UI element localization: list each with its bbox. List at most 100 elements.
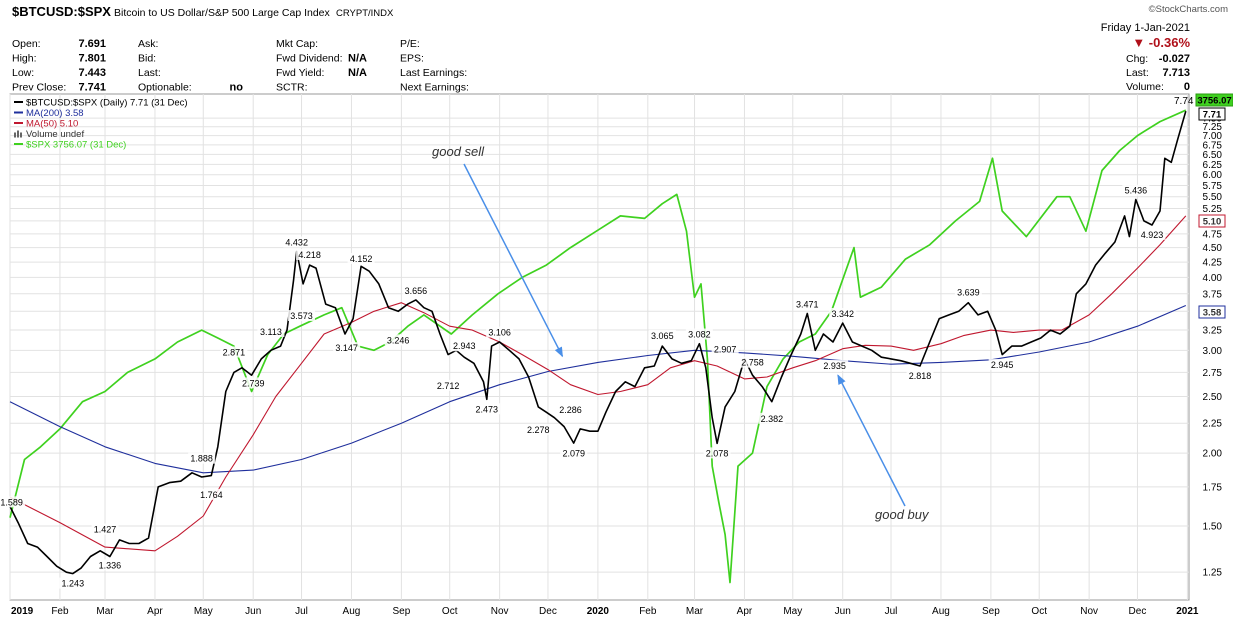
data-label: 3.471 bbox=[796, 299, 819, 309]
chg-value: -0.027 bbox=[1159, 53, 1190, 65]
x-tick-label: Jun bbox=[835, 606, 851, 617]
data-label: 3.065 bbox=[651, 331, 674, 341]
data-label: 4.152 bbox=[350, 254, 373, 264]
y-tick-label: 3.25 bbox=[1203, 326, 1223, 337]
data-label-bg bbox=[188, 452, 216, 464]
x-tick-label: Jul bbox=[295, 606, 308, 617]
data-label-bg bbox=[347, 252, 375, 264]
ma50-line bbox=[9, 215, 1187, 552]
data-label: 2.945 bbox=[991, 360, 1014, 370]
badge-value: 3756.07 bbox=[1197, 96, 1231, 107]
data-label: 2.712 bbox=[437, 381, 460, 391]
info-label: P/E: bbox=[400, 38, 420, 50]
legend-entry: MA(50) 5.10 bbox=[26, 119, 78, 130]
data-label: 3.573 bbox=[290, 311, 313, 321]
data-label: 2.278 bbox=[527, 425, 550, 435]
data-label: 3.113 bbox=[260, 327, 282, 337]
badge-value: 5.10 bbox=[1203, 217, 1222, 228]
quote-info-table: Open: 7.691 High: 7.801 Low: 7.443 Prev Close:… bbox=[12, 38, 469, 94]
data-label: 2.739 bbox=[242, 378, 265, 388]
legend-bars-icon bbox=[17, 130, 19, 138]
data-label-bg bbox=[0, 496, 26, 508]
series bbox=[9, 109, 1187, 584]
pct-change: ▼ -0.36% bbox=[1132, 35, 1190, 50]
data-label-bg bbox=[239, 377, 267, 389]
y-tick-label: 7.00 bbox=[1203, 131, 1223, 142]
x-tick-label: May bbox=[194, 606, 213, 617]
x-tick-label: Jul bbox=[885, 606, 898, 617]
data-label: 4.923 bbox=[1141, 230, 1164, 240]
data-label: 1.336 bbox=[99, 560, 122, 570]
x-tick-label: 2021 bbox=[1176, 606, 1199, 617]
y-tick-label: 2.75 bbox=[1203, 368, 1223, 379]
axes: 1.251.501.752.002.252.502.753.003.253.50… bbox=[11, 114, 1222, 617]
x-tick-label: Mar bbox=[686, 606, 704, 617]
info-label: EPS: bbox=[400, 53, 424, 65]
data-label: 2.871 bbox=[223, 347, 246, 357]
y-tick-label: 1.75 bbox=[1203, 482, 1223, 493]
plot-frame bbox=[9, 93, 1190, 601]
x-tick-label: Apr bbox=[737, 606, 753, 617]
info-value: N/A bbox=[348, 53, 367, 65]
info-label: Next Earnings: bbox=[400, 82, 469, 94]
y-tick-label: 7.25 bbox=[1203, 122, 1223, 133]
data-label: 1.888 bbox=[190, 454, 213, 464]
info-value: 7.443 bbox=[78, 67, 106, 79]
annotation-arrow bbox=[837, 374, 906, 507]
data-label: 1.764 bbox=[200, 490, 223, 500]
legend-entry: MA(200) 3.58 bbox=[26, 108, 84, 119]
info-value: 7.691 bbox=[78, 38, 106, 50]
x-tick-label: Sep bbox=[982, 606, 1000, 617]
info-label: Mkt Cap: bbox=[276, 38, 318, 50]
data-label-bg bbox=[384, 334, 412, 346]
info-value: no bbox=[230, 82, 244, 94]
y-tick-label: 6.75 bbox=[1203, 140, 1223, 151]
data-label-bg bbox=[402, 285, 430, 297]
x-tick-label: Dec bbox=[539, 606, 557, 617]
y-tick-label: 3.00 bbox=[1203, 346, 1223, 357]
data-label-bg bbox=[296, 248, 324, 260]
annotation-text: good sell bbox=[432, 144, 485, 159]
header: $BTCUSD:$SPX Bitcoin to US Dollar/S&P 50… bbox=[12, 4, 1228, 93]
y-tick-label: 1.50 bbox=[1203, 521, 1223, 532]
data-label-bg bbox=[739, 356, 767, 368]
info-label: Low: bbox=[12, 67, 34, 79]
chg-label: Chg: bbox=[1126, 53, 1148, 65]
data-label-bg bbox=[1122, 184, 1150, 196]
x-tick-label: Feb bbox=[51, 606, 69, 617]
data-label: 2.818 bbox=[909, 371, 932, 381]
y-tick-label: 6.25 bbox=[1203, 160, 1223, 171]
header-date: Friday 1-Jan-2021 bbox=[1101, 22, 1190, 34]
y-tick-label: 2.25 bbox=[1203, 419, 1223, 430]
last-label: Last: bbox=[1126, 67, 1149, 79]
data-label: 3.147 bbox=[335, 343, 358, 353]
info-label: Ask: bbox=[138, 38, 158, 50]
data-label-bg bbox=[197, 488, 225, 500]
legend-entry: $SPX 3756.07 (31 Dec) bbox=[26, 140, 126, 151]
y-tick-label: 4.25 bbox=[1203, 258, 1223, 269]
data-label-bg bbox=[450, 340, 478, 352]
y-tick-label: 5.50 bbox=[1203, 192, 1223, 203]
data-labels: 1.589 1.243 1.427 1.336 1.888 1.764 2.871 3.113… bbox=[0, 184, 1166, 589]
info-label: Last: bbox=[138, 67, 161, 79]
badge-value: 7.74 bbox=[1174, 96, 1194, 107]
data-label: 1.589 bbox=[0, 497, 23, 507]
y-tick-label: 5.75 bbox=[1203, 181, 1223, 192]
data-label-bg bbox=[821, 359, 849, 371]
info-label: Last Earnings: bbox=[400, 67, 467, 79]
symbol-title: $BTCUSD:$SPX bbox=[12, 4, 111, 19]
spx-line bbox=[9, 109, 1187, 584]
info-label: Bid: bbox=[138, 53, 156, 65]
price-line bbox=[9, 110, 1187, 575]
data-label-bg bbox=[648, 329, 676, 341]
legend-bars-icon bbox=[20, 132, 22, 138]
right-badges: 7.74 3756.07 7.71 5.10 3.58 bbox=[1174, 93, 1233, 319]
data-label-bg bbox=[560, 447, 588, 459]
badge-box bbox=[1198, 305, 1226, 319]
x-tick-label: Aug bbox=[343, 606, 361, 617]
legend-entry: $BTCUSD:$SPX (Daily) 7.71 (31 Dec) bbox=[26, 98, 188, 109]
y-tick-label: 1.25 bbox=[1203, 568, 1223, 579]
x-tick-label: Feb bbox=[639, 606, 657, 617]
last-value: 7.713 bbox=[1162, 67, 1190, 79]
data-label-bg bbox=[220, 346, 248, 358]
